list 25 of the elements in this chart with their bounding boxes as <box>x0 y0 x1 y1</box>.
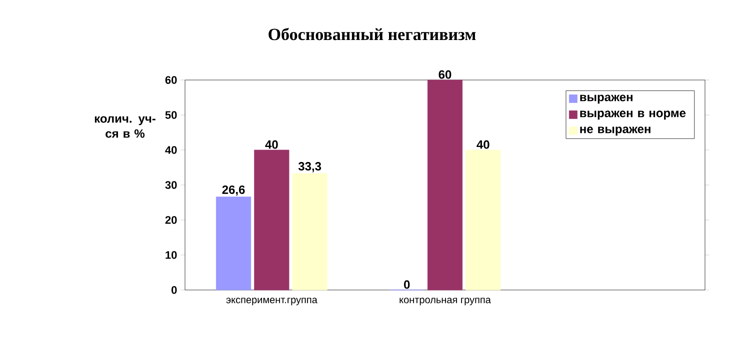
data-label: 40 <box>265 140 278 149</box>
data-label: 0 <box>404 280 410 289</box>
bar <box>466 150 501 290</box>
bar <box>292 173 328 290</box>
y-tick-label: 60 <box>165 76 177 84</box>
y-tick-label: 10 <box>166 251 177 259</box>
chart-title: Обоснованный негативизм <box>268 28 476 40</box>
legend-label: выражен в норме <box>580 110 686 120</box>
data-label: 33,3 <box>298 162 322 172</box>
legend-label: не выражен <box>580 126 650 136</box>
data-label: 60 <box>438 70 452 79</box>
data-label: 26,6 <box>222 185 245 196</box>
bar <box>254 150 290 290</box>
y-tick-label: 50 <box>165 111 177 119</box>
y-tick-label: 40 <box>165 146 177 154</box>
y-tick-label: 20 <box>165 216 177 224</box>
bar <box>427 80 463 290</box>
y-tick-label: 0 <box>172 286 177 294</box>
data-label: 40 <box>476 140 490 149</box>
legend-label: выражен <box>580 94 632 104</box>
x-tick-label: эксперимент.группа <box>226 298 318 306</box>
bar <box>216 196 252 290</box>
y-tick-label: 30 <box>165 181 177 189</box>
y-axis-title: колич. уч-ся в % <box>94 116 156 138</box>
x-tick-label: контрольная группа <box>400 298 491 306</box>
